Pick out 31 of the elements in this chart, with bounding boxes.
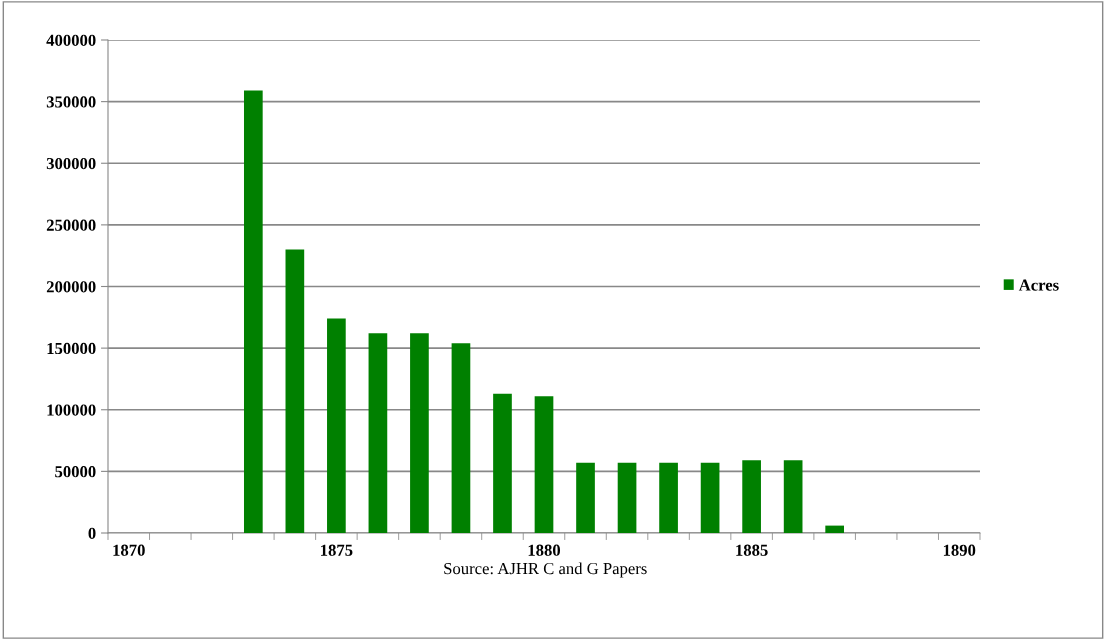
x-tick-label: 1890 <box>943 544 976 556</box>
y-tick-label: 350000 <box>46 96 96 108</box>
bar <box>410 333 429 533</box>
bar <box>700 462 720 533</box>
y-tick-label: 200000 <box>46 281 96 293</box>
y-tick-label: 100000 <box>47 404 96 416</box>
y-tick-label: 300000 <box>46 157 96 170</box>
bar <box>327 318 346 533</box>
bar <box>243 90 263 533</box>
bar <box>534 396 554 533</box>
bar <box>659 462 678 533</box>
bar <box>576 462 595 533</box>
bar <box>493 393 512 533</box>
bar <box>783 460 803 533</box>
x-tick-label: 1885 <box>736 544 768 556</box>
y-tick-label: 400000 <box>46 34 96 46</box>
x-tick-label: 1880 <box>528 544 561 556</box>
bar <box>451 343 471 533</box>
x-tick-label: 1870 <box>113 544 145 556</box>
y-tick-label: 0 <box>88 527 96 539</box>
bar <box>368 333 388 533</box>
y-tick-label: 250000 <box>46 219 96 231</box>
y-tick-label: 50000 <box>55 466 96 478</box>
bar <box>825 525 845 533</box>
bar <box>742 460 761 533</box>
legend-label: Acres <box>1018 279 1059 291</box>
y-tick-label: 150000 <box>47 342 96 355</box>
bar <box>285 249 305 533</box>
source-note: Source: AJHR C and G Papers <box>444 562 647 578</box>
bar <box>617 462 637 533</box>
x-tick-label: 1875 <box>321 544 353 556</box>
